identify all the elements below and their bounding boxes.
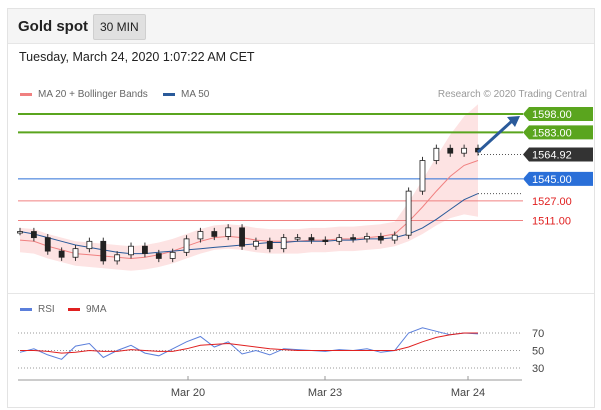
legend-rsi-swatch	[20, 308, 32, 311]
ma20-line	[19, 160, 479, 260]
price-tag-pivot: 1545.00	[532, 174, 572, 186]
price-bar-body	[183, 238, 190, 253]
price-bar-body	[142, 245, 148, 254]
price-bar-body	[225, 227, 232, 237]
price-bar-body	[253, 240, 259, 247]
legend-ma20-swatch	[20, 93, 32, 96]
price-bar-body	[266, 240, 273, 250]
price-bar-body	[211, 231, 218, 237]
price-bar-body	[377, 236, 384, 241]
legend-ma50-swatch	[163, 93, 175, 96]
price-tag-bg-resistance	[523, 107, 593, 121]
legend-ma20: MA 20 + Bollinger Bands	[20, 89, 148, 100]
price-tag-bg-last	[523, 147, 593, 162]
price-tag-bg-pivot	[523, 171, 593, 186]
price-bar-body	[17, 231, 23, 234]
price-bar-body	[58, 250, 65, 258]
price-tag-last: 1564.92	[532, 149, 572, 161]
price-bar-body	[72, 248, 79, 258]
price-tag-bg-resistance	[523, 125, 593, 140]
price-bar-body	[364, 236, 370, 240]
price-bar-body	[405, 190, 412, 236]
price-bar-body	[86, 240, 93, 250]
x-tick-label: Mar 23	[308, 387, 342, 399]
price-bar-body	[30, 231, 37, 239]
rsi-tick-label: 50	[532, 346, 544, 358]
credit: Research © 2020 Trading Central	[437, 89, 587, 100]
price-bar-body	[350, 237, 356, 240]
ma50-line	[19, 193, 479, 255]
price-bar-body	[280, 237, 287, 250]
price-bar-body	[391, 234, 398, 241]
price-bar-body	[308, 237, 315, 241]
price-tag-resistance: 1583.00	[532, 127, 572, 139]
legend-9ma-label: 9MA	[86, 304, 107, 315]
legend-ma50: MA 50	[163, 89, 209, 100]
price-bar-body	[128, 245, 134, 256]
x-tick-label: Mar 20	[171, 387, 205, 399]
timeframe-badge[interactable]: 30 MIN	[93, 14, 146, 40]
legend-9ma-swatch	[68, 308, 80, 311]
rsi-tick-label: 30	[532, 363, 544, 375]
legend-rsi: RSI	[20, 304, 55, 315]
panel-divider	[8, 293, 594, 294]
price-bar-body	[322, 239, 329, 242]
bollinger-band	[20, 104, 478, 271]
price-bar-body	[419, 160, 426, 192]
price-bar-body	[114, 254, 121, 262]
x-tick-label: Mar 24	[451, 387, 485, 399]
legend-ma20-label: MA 20 + Bollinger Bands	[38, 89, 148, 100]
timestamp: Tuesday, March 24, 2020 1:07:22 AM CET	[19, 50, 255, 64]
rsi-9ma-line	[20, 332, 478, 354]
price-bar-body	[336, 237, 343, 242]
legend-rsi-label: RSI	[38, 304, 55, 315]
rsi-tick-label: 70	[532, 328, 544, 340]
chart-card: Gold spot 30 MIN Tuesday, March 24, 2020…	[7, 8, 595, 408]
price-tag-resistance: 1598.00	[532, 109, 572, 121]
legend-ma50-label: MA 50	[181, 89, 210, 100]
price-bar-body	[155, 253, 162, 259]
forecast-arrow-shaft	[476, 119, 514, 154]
price-bar-body	[169, 251, 176, 259]
price-bar-body	[294, 237, 301, 240]
chart-header: Gold spot 30 MIN	[8, 9, 594, 44]
price-bar-body	[44, 237, 51, 252]
price-tag-support: 1511.00	[532, 216, 571, 228]
price-bar-body	[197, 231, 204, 240]
price-bar-body	[433, 147, 440, 161]
price-bar-body	[100, 240, 107, 262]
instrument-title: Gold spot	[18, 18, 88, 35]
price-bar-body	[461, 147, 468, 154]
price-bar-body	[239, 227, 245, 247]
price-tag-support: 1527.00	[532, 196, 572, 208]
legend-9ma: 9MA	[68, 304, 107, 315]
forecast-arrow-head	[507, 116, 520, 127]
price-bar-body	[447, 147, 454, 154]
